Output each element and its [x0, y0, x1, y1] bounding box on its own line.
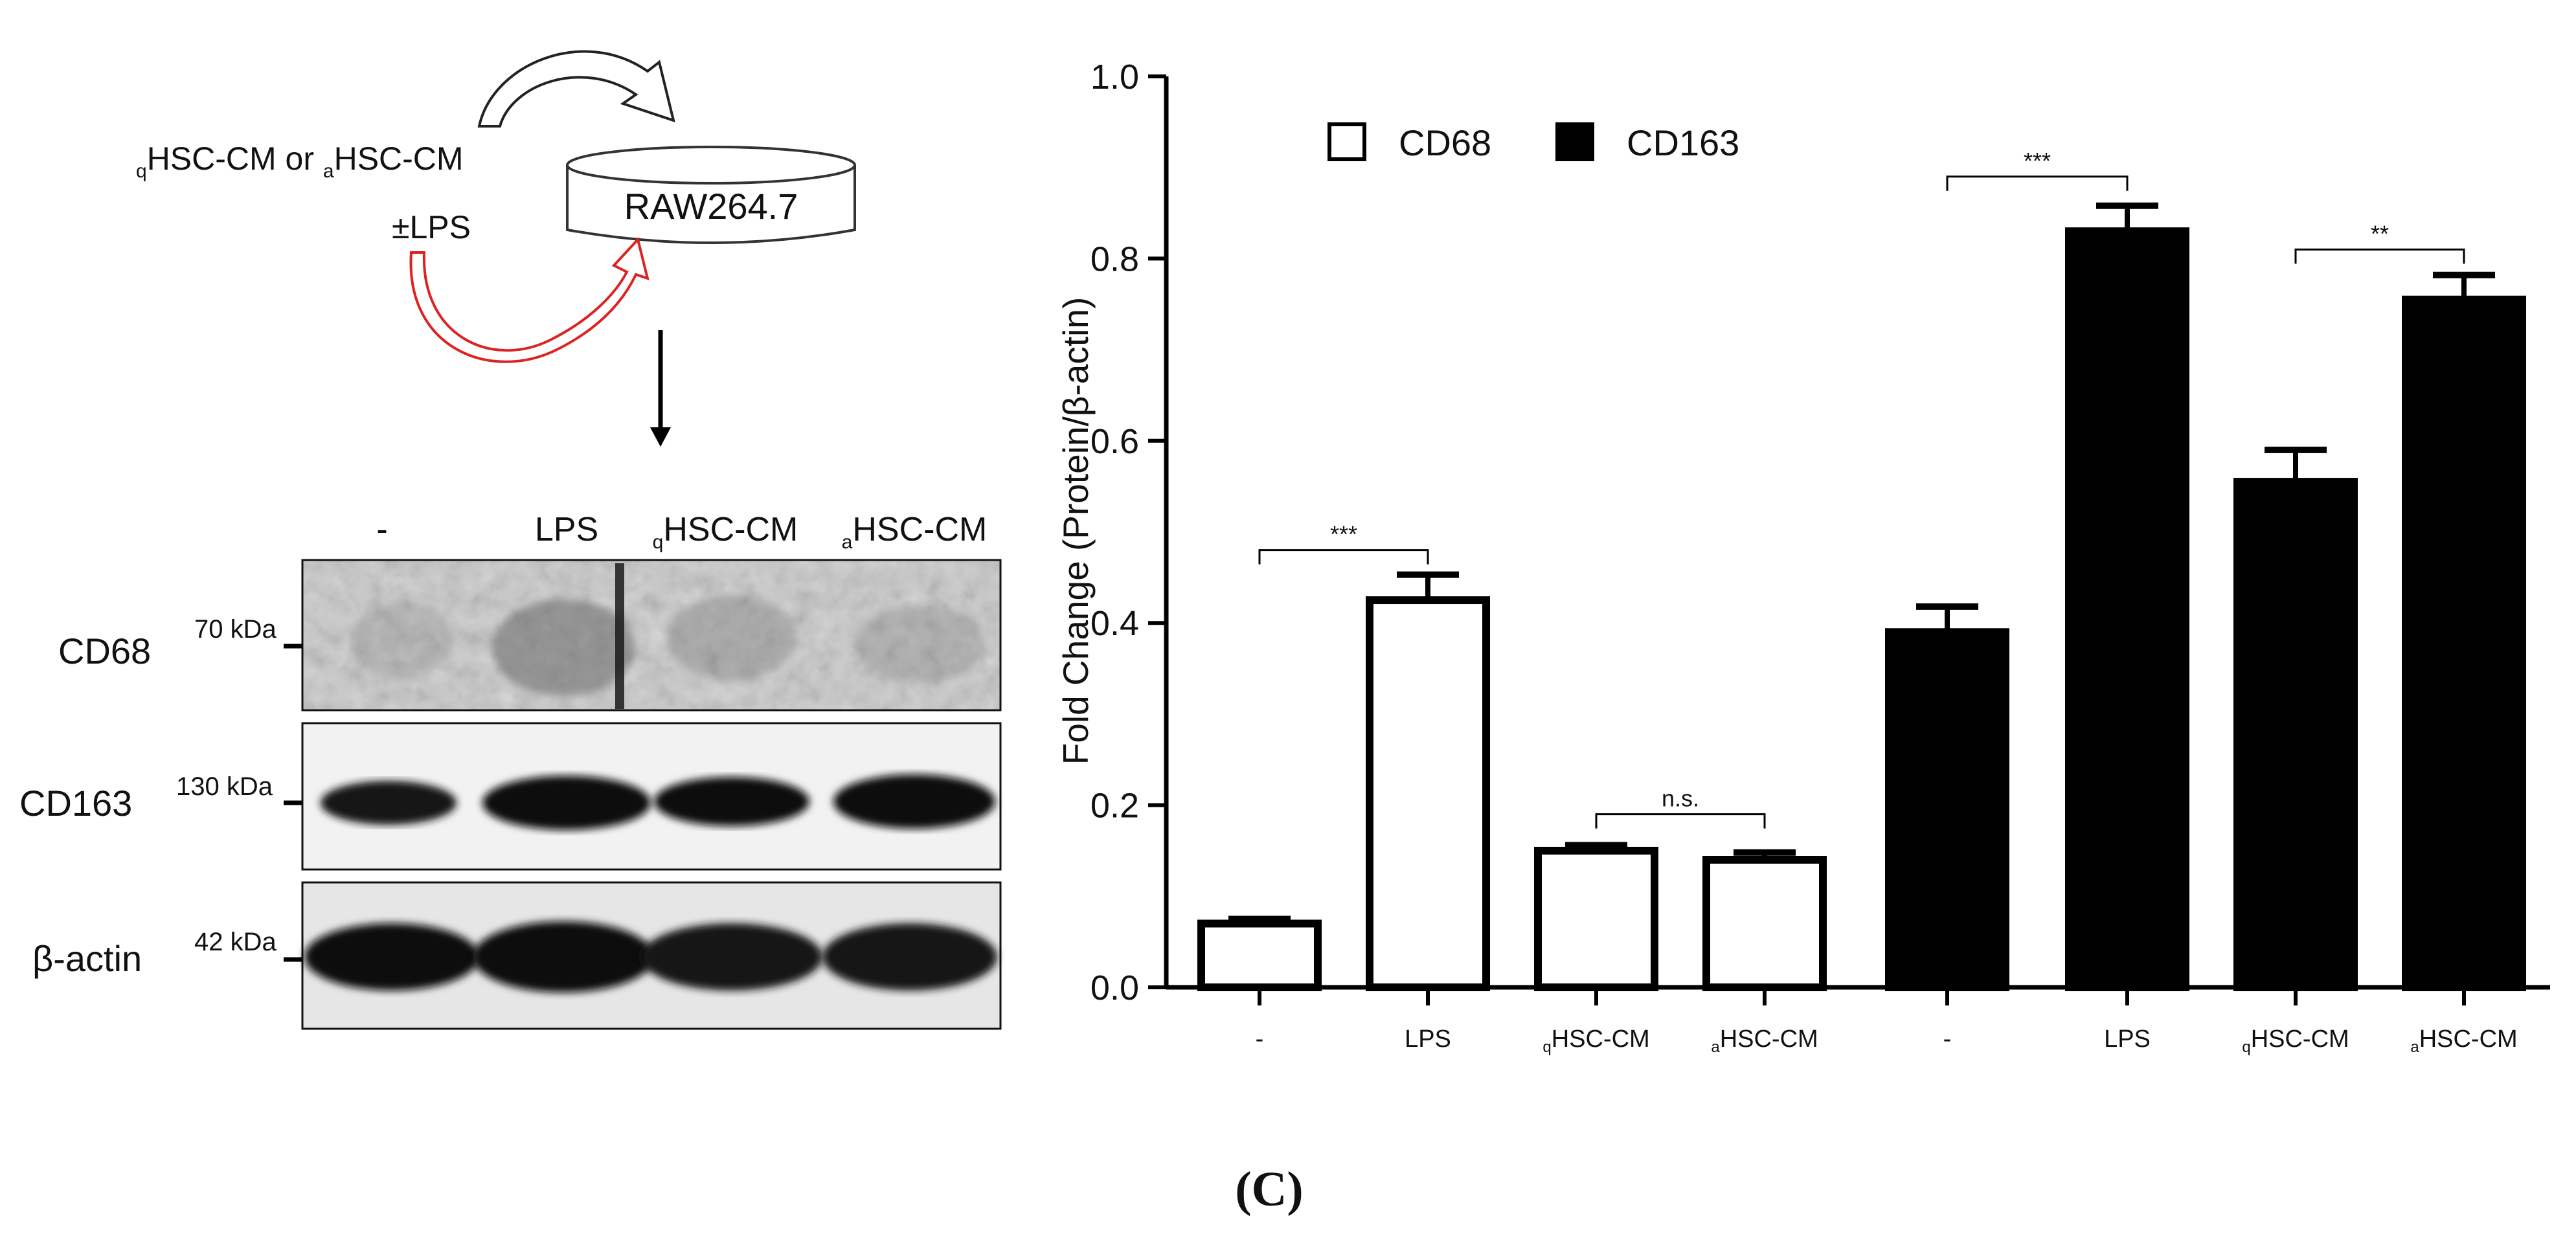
y-tick-label: 0.6 [1090, 422, 1139, 461]
treatment-label: qHSC-CM or aHSC-CM [136, 140, 464, 182]
curved-arrow-top-icon [477, 50, 675, 128]
blot-marker-label: 130 kDa [176, 772, 273, 801]
y-tick-label: 1.0 [1090, 58, 1139, 96]
blot-row-cd163: CD163 130 kDa [19, 722, 1002, 871]
x-tick-label: aHSC-CM [2410, 1026, 2517, 1056]
lane-label-3: qHSC-CM [653, 511, 798, 553]
x-tick-label: qHSC-CM [1542, 1026, 1649, 1056]
legend-label-cd68: CD68 [1399, 122, 1491, 163]
bar-cd163-4 [1885, 628, 2009, 991]
x-tick-label: - [1943, 1026, 1952, 1053]
legend-swatch-cd163 [1555, 122, 1594, 161]
bar-cd68-3 [1702, 856, 1827, 992]
x-tick-label: qHSC-CM [2242, 1026, 2349, 1056]
lps-label: ±LPS [392, 209, 471, 245]
y-tick-label: 0.2 [1090, 787, 1139, 825]
bar-cd68-1 [1366, 596, 1490, 991]
blot-marker-label: 70 kDa [194, 615, 277, 644]
down-arrowhead-icon [650, 427, 671, 447]
blot-row-beta-actin: β-actin 42 kDa [32, 881, 1002, 1030]
blot-protein-label: CD68 [58, 631, 151, 671]
schematic: qHSC-CM or aHSC-CM ±LPS RAW264.7 [136, 50, 856, 447]
lane-label-1: - [376, 511, 387, 548]
bar-cd68-2 [1534, 846, 1658, 991]
bar-chart: Fold Change (Protein/β-actin) 0.0 0.2 0.4 0… [1056, 58, 2550, 1056]
significance-label: n.s. [1662, 785, 1699, 812]
legend: CD68 CD163 [1328, 122, 1739, 163]
significance-label: *** [1330, 521, 1357, 548]
y-tick-label: 0.0 [1090, 969, 1139, 1007]
legend-swatch-cd68 [1328, 122, 1366, 161]
western-blot: - LPS qHSC-CM aHSC-CM CD68 70 kDa CD163 … [19, 511, 1002, 1030]
significance-bracket [1595, 813, 1766, 829]
x-tick-label: aHSC-CM [1711, 1026, 1818, 1056]
cell-dish: RAW264.7 [566, 146, 856, 244]
panel-label: (C) [1235, 1162, 1304, 1217]
significance-label: *** [2024, 148, 2051, 174]
blot-protein-label: β-actin [32, 938, 142, 979]
curved-arrow-lps-icon [409, 236, 650, 363]
significance-bracket [2294, 248, 2465, 264]
y-tick-label: 0.8 [1090, 240, 1139, 278]
legend-label-cd163: CD163 [1627, 122, 1739, 163]
lane-label-4: aHSC-CM [842, 511, 988, 553]
significance-label: ** [2371, 220, 2389, 247]
y-axis-label: Fold Change (Protein/β-actin) [1056, 297, 1096, 765]
bar-cd163-5 [2065, 227, 2189, 992]
blot-protein-label: CD163 [19, 783, 132, 824]
bar-cd163-6 [2233, 478, 2358, 991]
cell-line-label: RAW264.7 [624, 186, 798, 227]
x-tick-label: LPS [2104, 1026, 2151, 1053]
blot-row-cd68: CD68 70 kDa [58, 559, 1002, 712]
significance-bracket [1258, 549, 1429, 565]
blot-marker-label: 42 kDa [194, 928, 277, 956]
bar-cd68-0 [1197, 919, 1322, 992]
x-tick-label: - [1256, 1026, 1264, 1053]
significance-bracket [1946, 175, 2129, 191]
lane-label-2: LPS [535, 511, 598, 548]
y-tick-label: 0.4 [1090, 604, 1139, 643]
x-tick-label: LPS [1405, 1026, 1451, 1053]
bar-cd163-7 [2402, 295, 2526, 992]
